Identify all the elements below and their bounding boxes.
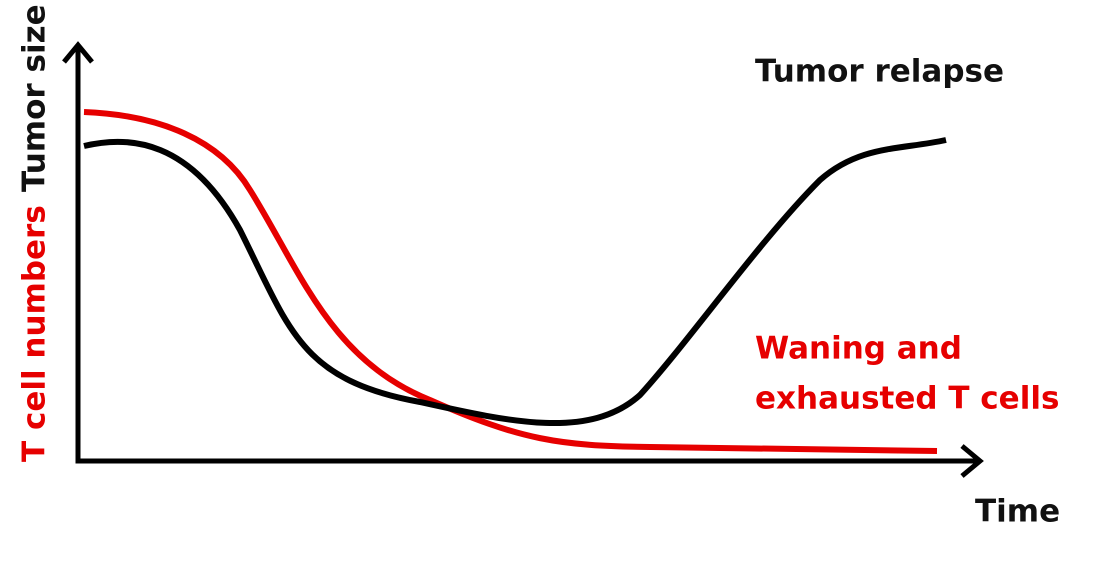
waning-label: Waning and (755, 331, 962, 367)
x-label: Time (975, 494, 1060, 530)
waning-label: exhausted T cells (755, 381, 1059, 417)
y-label-top: Tumor size (17, 4, 53, 192)
y-arrow (62, 41, 94, 64)
t-cell-curve (83, 109, 938, 454)
axes (75, 45, 978, 464)
x-arrow (960, 444, 984, 478)
y-label-bottom: T cell numbers (17, 205, 53, 462)
relapse-label: Tumor relapse (755, 54, 1004, 90)
tumor-curve (83, 137, 947, 426)
